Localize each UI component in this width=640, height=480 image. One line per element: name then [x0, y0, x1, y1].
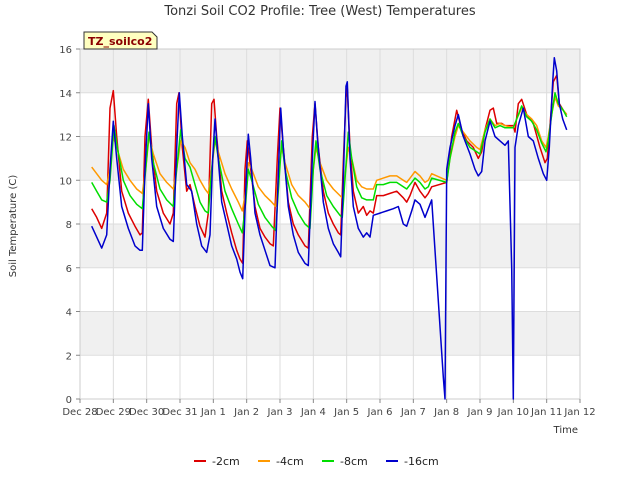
background-band — [80, 49, 580, 93]
badge-shape — [83, 31, 158, 50]
x-tick-label: Dec 29 — [96, 407, 131, 418]
series-line-16cm — [91, 57, 568, 400]
background-band — [80, 136, 580, 181]
x-tick-label: Jan 4 — [300, 407, 326, 418]
legend-label: -16cm — [404, 455, 439, 468]
x-tick-label: Dec 30 — [129, 407, 164, 418]
y-axis-title: Soil Temperature (C) — [8, 175, 19, 278]
x-tick-label: Jan 2 — [233, 407, 259, 418]
y-tick-label: 2 — [66, 351, 72, 362]
y-tick-label: 16 — [59, 45, 72, 56]
y-tick-label: 12 — [59, 133, 72, 144]
x-tick-label: Jan 6 — [367, 407, 393, 418]
legend-label: -2cm — [212, 455, 240, 468]
y-tick-label: 8 — [66, 220, 72, 231]
y-tick-label: 6 — [66, 264, 72, 275]
y-axis-ticks: 0 2 4 6 8 10 12 14 16 — [59, 45, 80, 406]
plot-background-bands — [80, 49, 580, 356]
site-badge: TZ_soilco2 — [83, 31, 158, 50]
y-tick-label: 14 — [59, 89, 72, 100]
background-band — [80, 311, 580, 356]
legend: -2cm -4cm -8cm -16cm — [194, 455, 439, 468]
x-tick-label: Jan 1 — [200, 407, 226, 418]
badge-label: TZ_soilco2 — [88, 35, 152, 48]
y-tick-label: 4 — [66, 308, 72, 319]
background-band — [80, 224, 580, 268]
x-tick-label: Dec 28 — [62, 407, 97, 418]
x-tick-label: Jan 8 — [433, 407, 459, 418]
x-tick-label: Jan 5 — [333, 407, 359, 418]
legend-label: -4cm — [276, 455, 304, 468]
series-lines — [91, 57, 568, 400]
x-axis-title: Time — [553, 425, 578, 436]
x-tick-label: Jan 3 — [267, 407, 293, 418]
x-tick-label: Jan 12 — [563, 407, 595, 418]
legend-label: -8cm — [340, 455, 368, 468]
y-tick-label: 10 — [59, 176, 72, 187]
x-tick-label: Jan 11 — [530, 407, 562, 418]
y-tick-label: 0 — [66, 395, 72, 406]
series-line-2cm — [91, 74, 568, 265]
x-tick-label: Dec 31 — [162, 407, 197, 418]
x-tick-label: Jan 10 — [497, 407, 529, 418]
x-tick-label: Jan 7 — [400, 407, 426, 418]
x-tick-label: Jan 9 — [467, 407, 493, 418]
chart-title: Tonzi Soil CO2 Profile: Tree (West) Temp… — [163, 4, 476, 19]
